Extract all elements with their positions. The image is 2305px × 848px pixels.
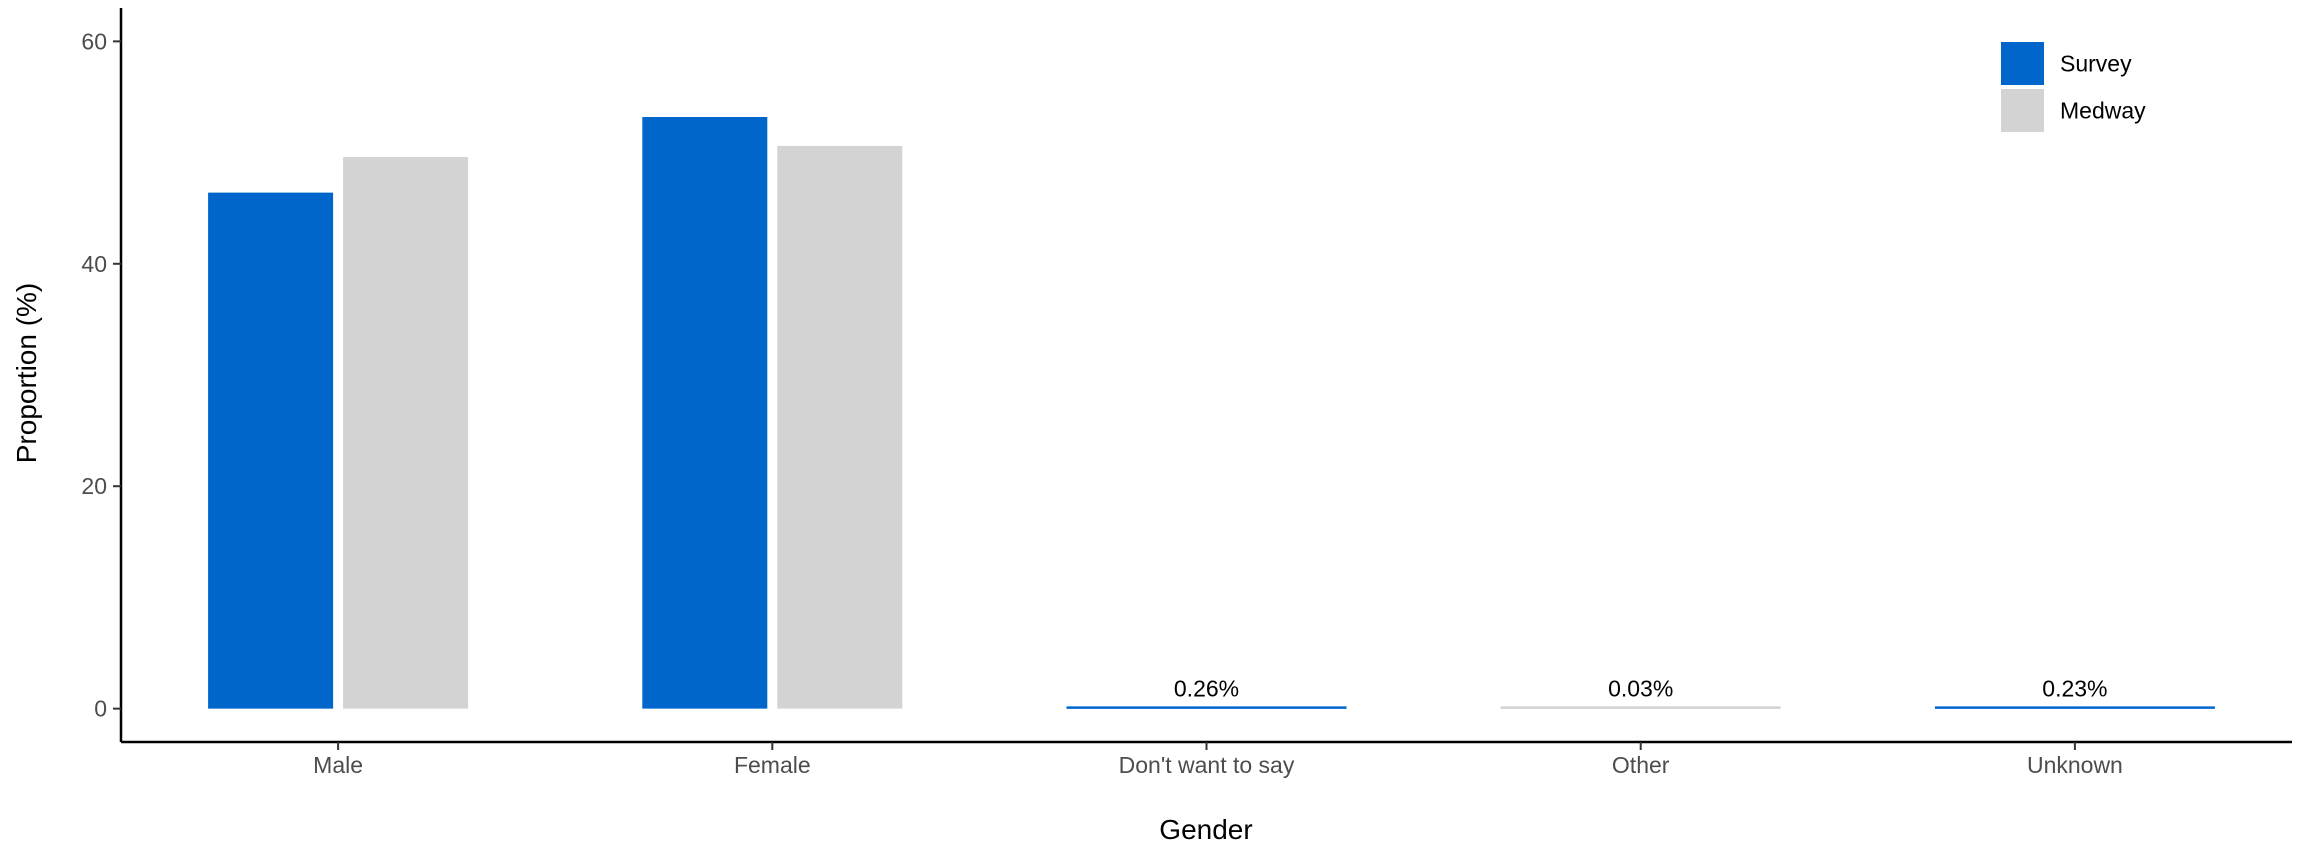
y-axis-title: Proportion (%) <box>11 283 42 464</box>
data-label-other: 0.03% <box>1608 676 1673 702</box>
x-tick-label-other: Other <box>1612 752 1670 778</box>
legend-swatch-medway <box>2001 89 2044 132</box>
legend-label-survey: Survey <box>2060 51 2132 77</box>
y-tick-label: 60 <box>81 28 107 54</box>
bar-medway-female <box>777 145 903 709</box>
x-tick-label-don-t-want-to-say: Don't want to say <box>1119 752 1295 778</box>
x-tick-label-female: Female <box>734 752 811 778</box>
bar-medway-male <box>343 157 469 709</box>
legend-label-medway: Medway <box>2060 98 2146 124</box>
bars-layer <box>208 116 2215 709</box>
annotations-layer: 0.26% 0.03% 0.23% <box>1174 676 2108 702</box>
y-ticks: 0 20 40 60 <box>81 28 121 722</box>
x-ticks: Male Female Don't want to say Other Unknown <box>313 742 2123 778</box>
y-tick-label: 20 <box>81 473 107 499</box>
bar-survey-male <box>208 192 334 709</box>
x-tick-label-male: Male <box>313 752 363 778</box>
data-label-don-t-want-to-say: 0.26% <box>1174 676 1239 702</box>
bar-survey-female <box>642 116 768 709</box>
legend: Survey Medway <box>2001 42 2146 132</box>
y-tick-label: 0 <box>94 696 107 722</box>
legend-swatch-survey <box>2001 42 2044 85</box>
x-axis-title: Gender <box>1159 814 1252 845</box>
data-label-unknown: 0.23% <box>2042 676 2107 702</box>
y-tick-label: 40 <box>81 251 107 277</box>
x-tick-label-unknown: Unknown <box>2027 752 2123 778</box>
